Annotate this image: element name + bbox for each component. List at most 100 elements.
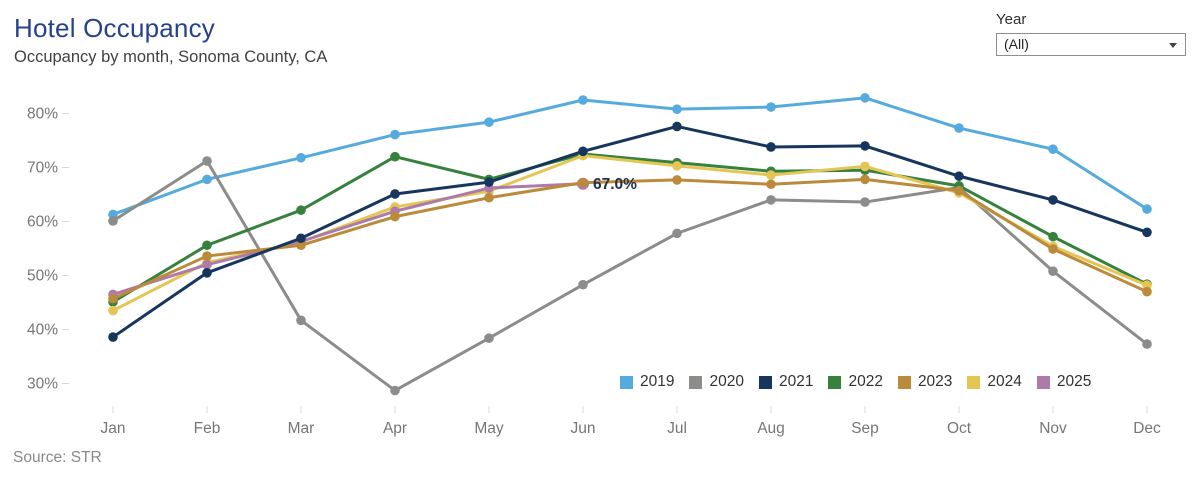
data-point-2020-Sep[interactable] xyxy=(860,197,870,207)
x-axis-month-label: Jan xyxy=(101,420,126,437)
data-point-2023-Dec[interactable] xyxy=(1142,286,1152,297)
x-axis-month-label: Jul xyxy=(667,420,687,437)
data-point-2024-Jan[interactable] xyxy=(108,305,118,316)
y-axis-tick-label: 70% xyxy=(27,160,58,177)
data-point-2019-Jun[interactable] xyxy=(578,95,588,105)
legend-label: 2021 xyxy=(778,373,814,390)
x-axis-month-label: Dec xyxy=(1133,420,1161,437)
data-point-2023-Mar[interactable] xyxy=(296,240,306,251)
data-point-2023-Sep[interactable] xyxy=(860,174,870,185)
data-point-2019-Sep[interactable] xyxy=(860,93,870,103)
data-point-2020-Jun[interactable] xyxy=(578,279,588,290)
data-point-2020-Jan[interactable] xyxy=(108,216,118,226)
legend-item-2023[interactable]: 2023 xyxy=(897,373,953,391)
series-line-2023[interactable] xyxy=(111,177,1149,301)
data-point-2021-Nov[interactable] xyxy=(1048,195,1058,205)
legend-item-2025[interactable]: 2025 xyxy=(1036,373,1092,391)
legend-item-2020[interactable]: 2020 xyxy=(689,373,744,391)
data-point-2023-Apr[interactable] xyxy=(390,211,400,222)
data-point-2020-Dec[interactable] xyxy=(1142,339,1152,349)
data-point-2020-Nov[interactable] xyxy=(1048,266,1058,276)
data-point-2020-Mar[interactable] xyxy=(296,315,306,326)
data-point-2020-May[interactable] xyxy=(484,333,494,343)
data-point-2020-Apr[interactable] xyxy=(390,385,400,396)
data-point-2023-Aug[interactable] xyxy=(766,179,776,190)
data-point-2024-Aug[interactable] xyxy=(766,170,776,180)
data-point-2021-Mar[interactable] xyxy=(296,233,306,244)
data-point-2022-Mar[interactable] xyxy=(296,205,306,215)
data-point-2023-May[interactable] xyxy=(484,192,494,203)
chevron-down-icon xyxy=(1169,43,1177,48)
legend-label: 2025 xyxy=(1056,373,1092,390)
x-axis-month-label: Aug xyxy=(757,420,785,437)
data-point-2024-Jul[interactable] xyxy=(672,161,682,171)
legend-label: 2023 xyxy=(917,373,953,390)
legend-item-2024[interactable]: 2024 xyxy=(967,373,1022,391)
data-point-2019-Mar[interactable] xyxy=(296,152,306,163)
data-point-2021-Dec[interactable] xyxy=(1142,227,1152,238)
data-point-2022-Apr[interactable] xyxy=(390,151,400,162)
x-axis-month-label: Oct xyxy=(947,420,972,437)
page-title: Hotel Occupancy xyxy=(14,13,215,43)
data-point-2021-Jun[interactable] xyxy=(578,146,588,157)
data-point-2020-Aug[interactable] xyxy=(766,195,776,205)
series-line-2019[interactable] xyxy=(111,96,1149,216)
data-point-2019-Nov[interactable] xyxy=(1048,144,1058,154)
legend-label: 2020 xyxy=(709,373,744,390)
legend-swatch-2021 xyxy=(758,375,772,389)
data-point-2021-Oct[interactable] xyxy=(954,171,964,181)
year-filter-label: Year xyxy=(996,11,1027,28)
y-axis-tick-label: 60% xyxy=(27,214,58,231)
data-point-2021-Apr[interactable] xyxy=(390,189,400,199)
data-point-2023-Feb[interactable] xyxy=(202,251,212,261)
data-point-2021-Jan[interactable] xyxy=(108,332,118,342)
data-point-2021-Feb[interactable] xyxy=(202,268,212,278)
year-filter-value: (All) xyxy=(1004,36,1029,52)
x-axis-month-label: Apr xyxy=(383,420,407,437)
data-point-2021-Sep[interactable] xyxy=(860,141,870,151)
data-point-2022-Nov[interactable] xyxy=(1048,231,1058,242)
legend-swatch-2023 xyxy=(897,375,911,389)
data-point-2019-Apr[interactable] xyxy=(390,129,400,140)
data-point-2023-Jun[interactable] xyxy=(578,177,588,188)
series-line-2025[interactable] xyxy=(111,182,585,296)
legend-item-2021[interactable]: 2021 xyxy=(758,373,814,391)
annotation-last-value: 67.0% xyxy=(593,176,637,193)
x-axis-month-label: Nov xyxy=(1039,420,1067,437)
page-subtitle: Occupancy by month, Sonoma County, CA xyxy=(14,48,328,66)
data-point-2019-Dec[interactable] xyxy=(1142,204,1152,214)
data-point-2021-May[interactable] xyxy=(484,177,494,187)
data-point-2021-Aug[interactable] xyxy=(766,142,776,152)
y-axis-tick-label: 50% xyxy=(27,268,58,285)
data-point-2019-Oct[interactable] xyxy=(954,123,964,133)
data-point-2025-Feb[interactable] xyxy=(202,259,212,270)
data-point-2024-Sep[interactable] xyxy=(860,161,870,172)
data-point-2021-Jul[interactable] xyxy=(672,121,682,132)
y-axis-tick-label: 40% xyxy=(27,322,58,339)
legend-swatch-2019 xyxy=(620,375,633,389)
data-point-2023-Nov[interactable] xyxy=(1048,244,1058,254)
data-point-2020-Jul[interactable] xyxy=(672,228,682,239)
legend-swatch-2022 xyxy=(828,375,842,389)
data-point-2019-Aug[interactable] xyxy=(766,102,776,112)
x-axis-month-label: Feb xyxy=(194,420,221,437)
data-point-2023-Oct[interactable] xyxy=(954,185,964,196)
legend-swatch-2024 xyxy=(967,375,981,389)
legend-swatch-2025 xyxy=(1036,375,1050,389)
series-line-2020[interactable] xyxy=(111,159,1149,393)
data-point-2023-Jul[interactable] xyxy=(672,175,682,185)
series-line-2022[interactable] xyxy=(111,152,1149,304)
legend-item-2019[interactable]: 2019 xyxy=(620,373,674,391)
data-point-2020-Feb[interactable] xyxy=(202,156,212,166)
year-filter-dropdown[interactable]: (All) xyxy=(996,33,1186,56)
data-point-2022-Feb[interactable] xyxy=(202,240,212,251)
legend-item-2022[interactable]: 2022 xyxy=(828,373,883,391)
data-point-2019-Feb[interactable] xyxy=(202,174,212,185)
x-axis-month-label: Jun xyxy=(571,420,596,437)
series-line-2021[interactable] xyxy=(111,124,1149,339)
data-point-2019-Jul[interactable] xyxy=(672,104,682,114)
data-point-2019-May[interactable] xyxy=(484,117,494,127)
x-axis-month-label: Mar xyxy=(288,420,315,437)
data-point-2023-Jan[interactable] xyxy=(108,293,118,304)
y-axis-tick-label: 80% xyxy=(27,106,58,123)
